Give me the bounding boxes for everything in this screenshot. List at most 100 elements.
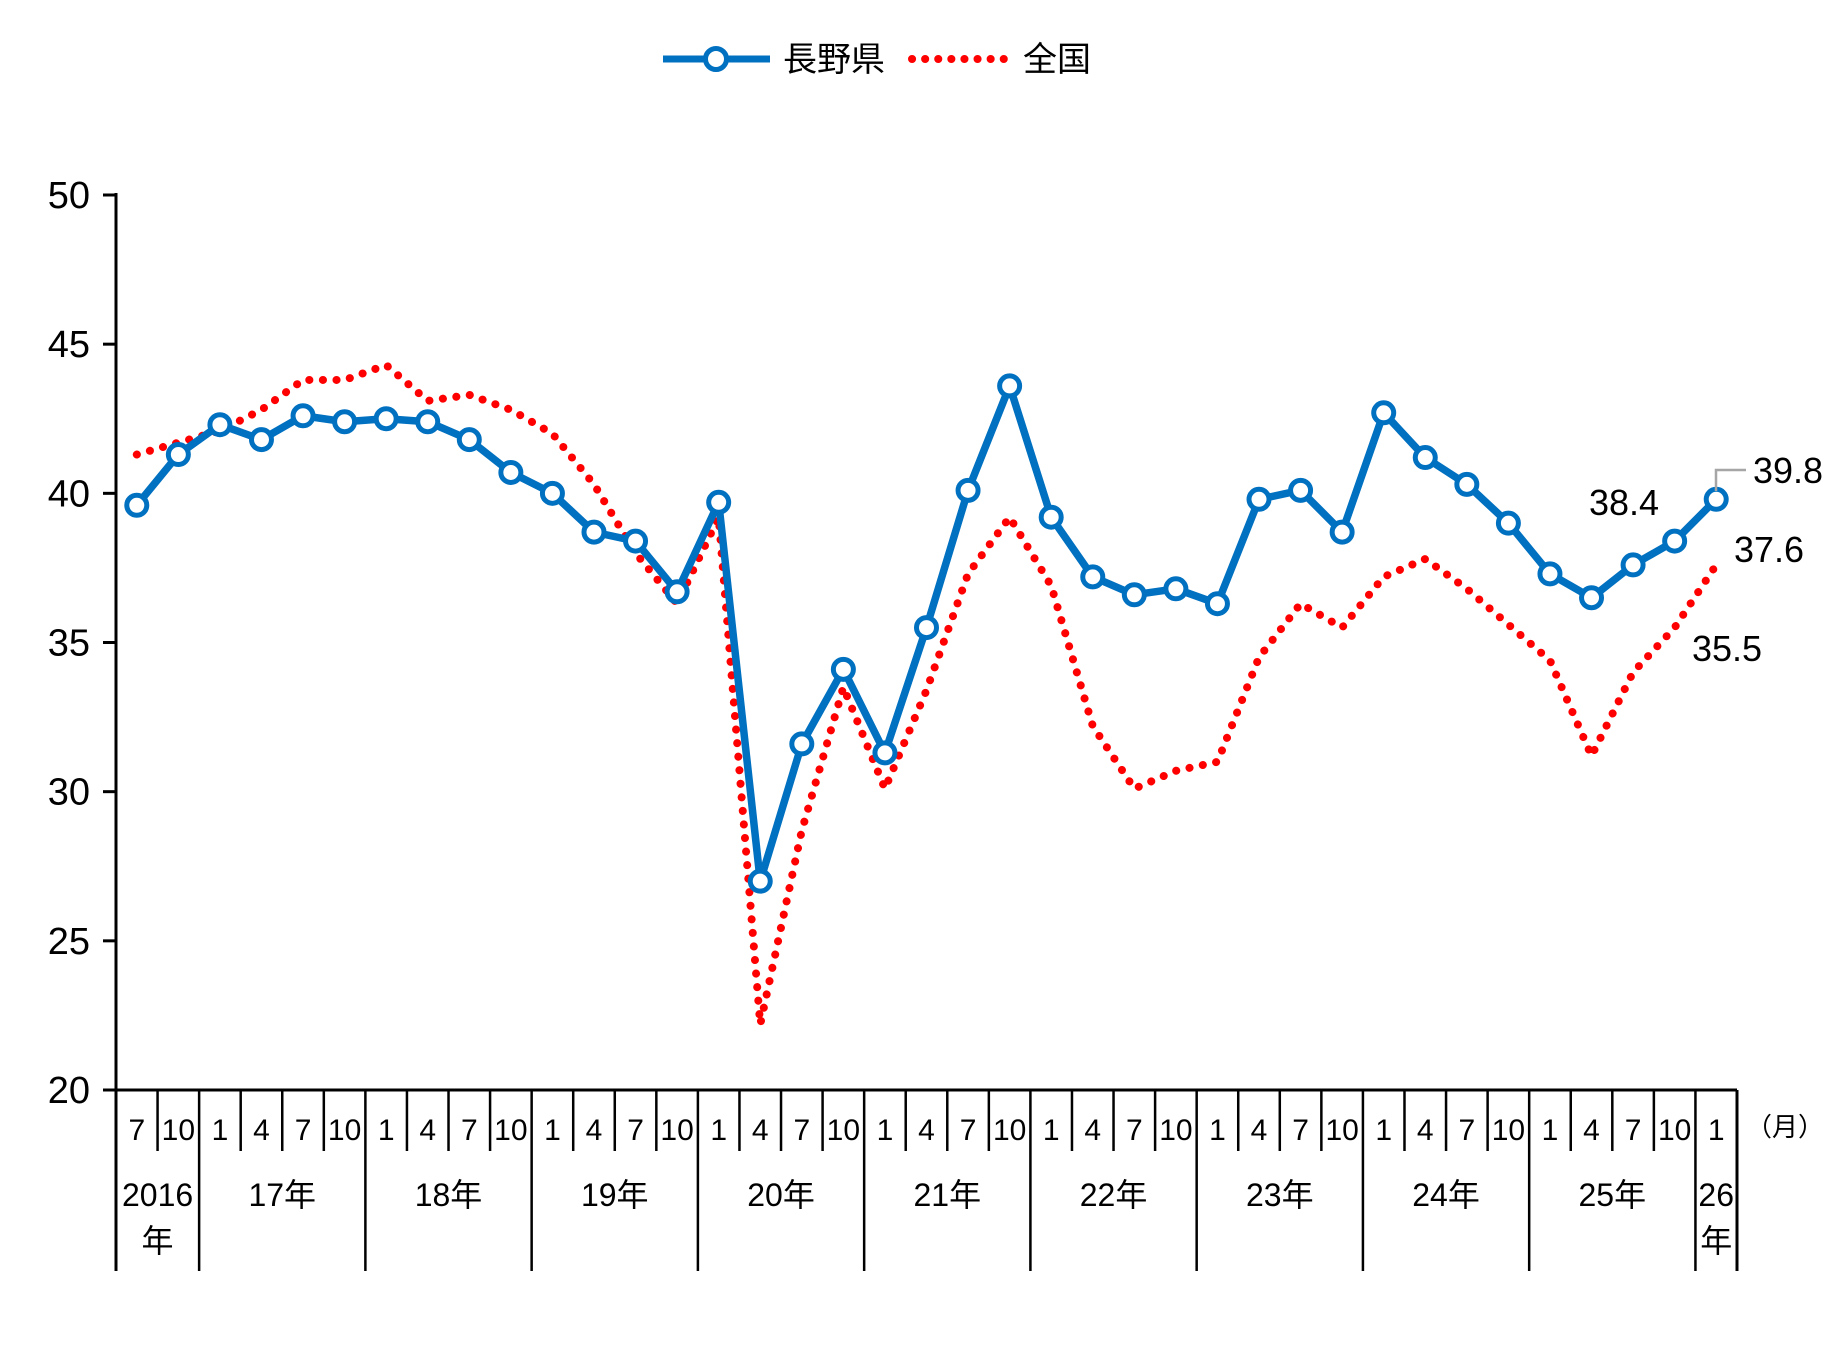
series-nagano-marker <box>373 406 399 432</box>
legend: 長野県 全国 <box>663 41 1091 79</box>
series-nagano-marker <box>415 409 441 435</box>
y-tick-label: 20 <box>48 1070 90 1112</box>
year-label: 年 <box>1700 1223 1732 1259</box>
year-label: 23年 <box>1246 1177 1314 1213</box>
month-label: 1 <box>1542 1114 1559 1147</box>
series-nagano-marker <box>539 480 565 506</box>
month-label: 4 <box>918 1114 935 1147</box>
data-label-national-2025-10: 35.5 <box>1692 628 1762 669</box>
series-nagano-marker <box>747 868 773 894</box>
series-nagano-marker <box>1703 486 1729 512</box>
series-nagano-marker <box>165 442 191 468</box>
month-label: 1 <box>378 1114 395 1147</box>
series-nagano-marker <box>1288 477 1314 503</box>
month-label: 7 <box>627 1114 644 1147</box>
month-label: 10 <box>1492 1114 1525 1147</box>
month-label: 7 <box>295 1114 312 1147</box>
month-label: 1 <box>212 1114 229 1147</box>
series-nagano-marker <box>1163 576 1189 602</box>
year-label: 20年 <box>747 1177 815 1213</box>
month-label: 10 <box>993 1114 1026 1147</box>
month-label: 10 <box>1658 1114 1691 1147</box>
year-label: 2016 <box>122 1177 193 1213</box>
month-label: 1 <box>1375 1114 1392 1147</box>
month-label: 4 <box>752 1114 769 1147</box>
series-nagano-marker <box>332 409 358 435</box>
series-nagano-marker <box>1495 510 1521 536</box>
month-label: 4 <box>1583 1114 1600 1147</box>
y-tick-label: 45 <box>48 324 90 366</box>
x-axis-unit-label: （月） <box>1746 1112 1824 1142</box>
year-label: 24年 <box>1412 1177 1480 1213</box>
year-label: 25年 <box>1579 1177 1647 1213</box>
series-nagano-marker <box>456 427 482 453</box>
month-label: 10 <box>1325 1114 1358 1147</box>
series-nagano-marker <box>623 528 649 554</box>
series-nagano-marker <box>789 731 815 757</box>
month-label: 10 <box>162 1114 195 1147</box>
month-label: 1 <box>877 1114 894 1147</box>
series-nagano-marker <box>955 477 981 503</box>
y-tick-label: 35 <box>48 623 90 665</box>
month-label: 1 <box>1043 1114 1060 1147</box>
data-label-nagano-2025-10: 38.4 <box>1589 482 1659 523</box>
data-label-nagano-2026-01: 39.8 <box>1753 450 1823 491</box>
series-nagano-marker <box>1246 486 1272 512</box>
series-nagano-marker <box>1454 471 1480 497</box>
month-label: 7 <box>1126 1114 1143 1147</box>
month-label: 7 <box>960 1114 977 1147</box>
month-label: 7 <box>793 1114 810 1147</box>
month-label: 10 <box>827 1114 860 1147</box>
month-label: 7 <box>461 1114 478 1147</box>
y-tick-label: 30 <box>48 772 90 814</box>
series-nagano-marker <box>872 740 898 766</box>
month-label: 1 <box>1708 1114 1725 1147</box>
series-nagano-marker <box>1038 504 1064 530</box>
year-label: 21年 <box>913 1177 981 1213</box>
series-nagano-marker <box>1579 585 1605 611</box>
series-nagano-marker <box>1121 582 1147 608</box>
month-label: 4 <box>1251 1114 1268 1147</box>
series-nagano-marker <box>1412 445 1438 471</box>
year-label: 26 <box>1698 1177 1734 1213</box>
month-label: 7 <box>1292 1114 1309 1147</box>
series-nagano-marker <box>581 519 607 545</box>
series-nagano-marker <box>830 656 856 682</box>
series-nagano-marker <box>1371 400 1397 426</box>
series-national-line <box>132 361 1721 1029</box>
month-label: 1 <box>544 1114 561 1147</box>
year-label: 17年 <box>248 1177 316 1213</box>
month-label: 7 <box>128 1114 145 1147</box>
legend-label-nagano: 長野県 <box>783 41 885 79</box>
y-tick-label: 25 <box>48 921 90 963</box>
series-nagano-marker <box>290 403 316 429</box>
year-label: 22年 <box>1080 1177 1148 1213</box>
month-label: 4 <box>253 1114 270 1147</box>
series-nagano-marker <box>997 373 1023 399</box>
series-nagano-marker <box>207 412 233 438</box>
legend-nagano-marker-sample <box>703 46 729 72</box>
series-nagano-marker <box>498 459 524 485</box>
series-nagano-marker <box>1204 591 1230 617</box>
month-label: 4 <box>586 1114 603 1147</box>
year-label: 年 <box>142 1223 174 1259</box>
y-tick-label: 50 <box>48 175 90 217</box>
year-label: 19年 <box>581 1177 649 1213</box>
series-nagano-marker <box>914 615 939 641</box>
month-label: 4 <box>1084 1114 1101 1147</box>
month-label: 10 <box>494 1114 527 1147</box>
month-label: 7 <box>1458 1114 1475 1147</box>
series-nagano-marker <box>706 489 732 515</box>
month-label: 10 <box>660 1114 693 1147</box>
month-label: 7 <box>1625 1114 1642 1147</box>
series-nagano-marker <box>1329 519 1355 545</box>
series-nagano-marker <box>124 492 150 518</box>
series-nagano-marker <box>664 579 690 605</box>
month-label: 10 <box>1159 1114 1192 1147</box>
data-label-national-2026-01: 37.6 <box>1734 529 1804 570</box>
month-label: 4 <box>419 1114 436 1147</box>
month-label: 1 <box>710 1114 727 1147</box>
series-nagano-marker <box>1080 564 1106 590</box>
